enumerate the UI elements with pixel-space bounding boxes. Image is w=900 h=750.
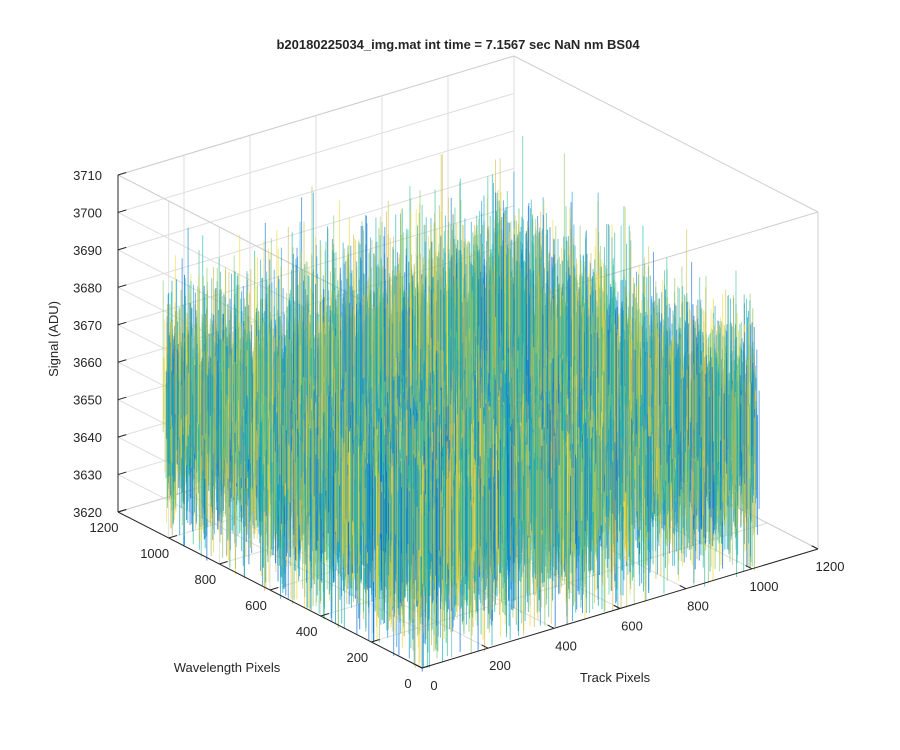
surface-plot	[162, 136, 760, 672]
box-edge	[117, 55, 515, 176]
chart-title: b20180225034_img.mat int time = 7.1567 s…	[276, 37, 640, 52]
box-edge	[513, 55, 819, 213]
grid-line	[117, 474, 423, 632]
grid-line	[117, 167, 515, 288]
grid-line	[117, 92, 515, 213]
grid-line	[117, 130, 515, 251]
